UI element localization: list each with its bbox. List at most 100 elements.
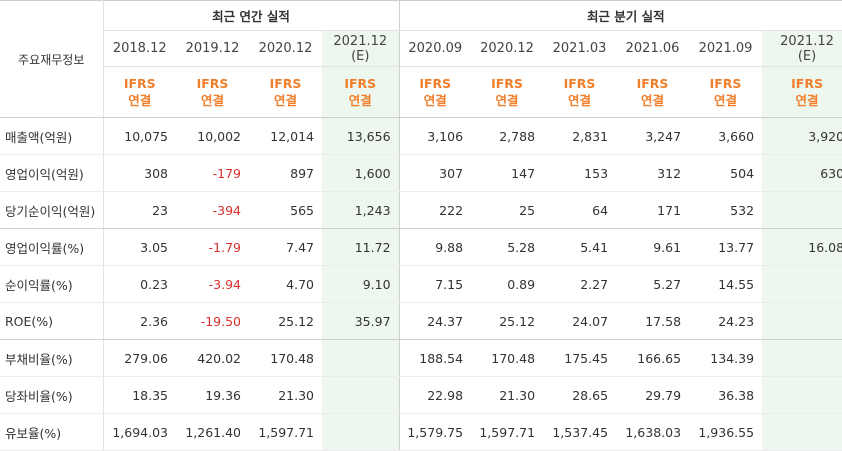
accounting-basis: IFRS 연결 [543,66,617,118]
table-row: 부채비율(%) 279.06 420.02 170.48 188.54 170.48 175… [0,339,842,377]
consolidated-label: 연결 [795,93,819,108]
table-cell [322,413,400,451]
ifrs-label: IFRS [344,76,377,91]
table-cell: 13,656 [322,117,400,155]
consolidated-label: 연결 [714,93,738,108]
table-cell: 2,831 [543,117,617,155]
table-cell: 2.27 [543,265,617,303]
table-cell [762,191,842,229]
table-cell: 29.79 [616,376,690,414]
table-cell: 14.55 [689,265,763,303]
ifrs-header-row: IFRS 연결 IFRS 연결 IFRS 연결 IFRS 연결 IFRS 연결 IFRS 연결 IFRS… [0,66,842,118]
table-cell: 17.58 [616,302,690,340]
table-row: 매출액(억원) 10,075 10,002 12,014 13,656 3,106 2,78… [0,117,842,155]
table-cell: -179 [176,154,249,192]
table-cell: 134.39 [689,339,763,377]
table-cell: 1,597.71 [471,413,544,451]
consolidated-label: 연결 [273,93,297,108]
consolidated-label: 연결 [128,93,152,108]
period-header: 2020.12 [249,30,322,67]
table-cell: 25.12 [471,302,544,340]
table-cell: 1,600 [322,154,400,192]
table-cell: 3.05 [103,228,176,266]
table-cell: 222 [398,191,472,229]
consolidated-label: 연결 [200,93,224,108]
table-row: 당좌비율(%) 18.35 19.36 21.30 22.98 21.30 28.65 29.… [0,376,842,414]
table-cell: 24.23 [689,302,763,340]
annual-group-header: 최근 연간 실적 [103,0,400,31]
table-cell: 12,014 [249,117,322,155]
table-row: 순이익률(%) 0.23 -3.94 4.70 9.10 7.15 0.89 2.27 5.27… [0,265,842,303]
table-body: 매출액(억원) 10,075 10,002 12,014 13,656 3,106 2,78… [0,117,842,451]
ifrs-label: IFRS [419,76,452,91]
table-cell: 10,002 [176,117,249,155]
table-cell: 153 [543,154,617,192]
table-cell: 166.65 [616,339,690,377]
table-cell: 420.02 [176,339,249,377]
table-cell: 5.27 [616,265,690,303]
table-cell: 2,788 [471,117,544,155]
row-label: 순이익률(%) [0,265,104,303]
table-cell: 23 [103,191,176,229]
period-header: 2018.12 [103,30,176,67]
table-cell [762,265,842,303]
estimate-marker: (E) [351,48,370,64]
table-cell: 5.41 [543,228,617,266]
period-label: 2021.03 [552,41,607,56]
period-label: 2020.09 [408,41,463,56]
table-row: 유보율(%) 1,694.03 1,261.40 1,597.71 1,579.75 1,… [0,413,842,451]
table-cell: 19.36 [176,376,249,414]
table-cell: 9.61 [616,228,690,266]
table-row: 영업이익(억원) 308 -179 897 1,600 307 147 153 312 504 63… [0,154,842,192]
accounting-basis: IFRS 연결 [471,66,544,118]
row-label: 부채비율(%) [0,339,104,377]
ifrs-label: IFRS [636,76,669,91]
row-label: 영업이익(억원) [0,154,104,192]
table-cell: 1,694.03 [103,413,176,451]
table-cell: 7.47 [249,228,322,266]
accounting-basis: IFRS 연결 [689,66,763,118]
accounting-basis: IFRS 연결 [762,66,842,118]
table-cell: 25.12 [249,302,322,340]
period-label: 2021.12 [333,33,388,49]
table-cell: 16.08 [762,228,842,266]
table-row: 영업이익률(%) 3.05 -1.79 7.47 11.72 9.88 5.28 5.41 9.… [0,228,842,266]
period-header: 2020.12 [471,30,544,67]
period-label: 2020.12 [258,41,313,56]
table-cell: 565 [249,191,322,229]
consolidated-label: 연결 [641,93,665,108]
table-cell: 13.77 [689,228,763,266]
table-cell: -19.50 [176,302,249,340]
table-cell: 532 [689,191,763,229]
period-header: 2021.03 [543,30,617,67]
table-cell: 21.30 [471,376,544,414]
ifrs-label: IFRS [709,76,742,91]
table-cell: 24.07 [543,302,617,340]
table-cell: 2.36 [103,302,176,340]
table-cell: 147 [471,154,544,192]
table-cell: 4.70 [249,265,322,303]
table-cell: 11.72 [322,228,400,266]
accounting-basis: IFRS 연결 [103,66,176,118]
table-cell: 504 [689,154,763,192]
period-header: 2021.12 (E) [762,30,842,67]
table-cell [762,302,842,340]
accounting-basis: IFRS 연결 [322,66,400,118]
row-header-label: 주요재무정보 [0,0,104,118]
accounting-basis: IFRS 연결 [249,66,322,118]
row-label: 당기순이익(억원) [0,191,104,229]
table-cell: 175.45 [543,339,617,377]
table-cell: 188.54 [398,339,472,377]
row-label: 영업이익률(%) [0,228,104,266]
table-cell: 1,261.40 [176,413,249,451]
estimate-marker: (E) [797,48,817,64]
table-cell: 25 [471,191,544,229]
consolidated-label: 연결 [348,93,372,108]
table-cell: 0.23 [103,265,176,303]
table-cell: 3,247 [616,117,690,155]
period-label: 2020.12 [480,41,534,56]
table-cell: 630 [762,154,842,192]
table-cell: 7.15 [398,265,472,303]
table-cell [322,376,400,414]
row-label: 유보율(%) [0,413,104,451]
